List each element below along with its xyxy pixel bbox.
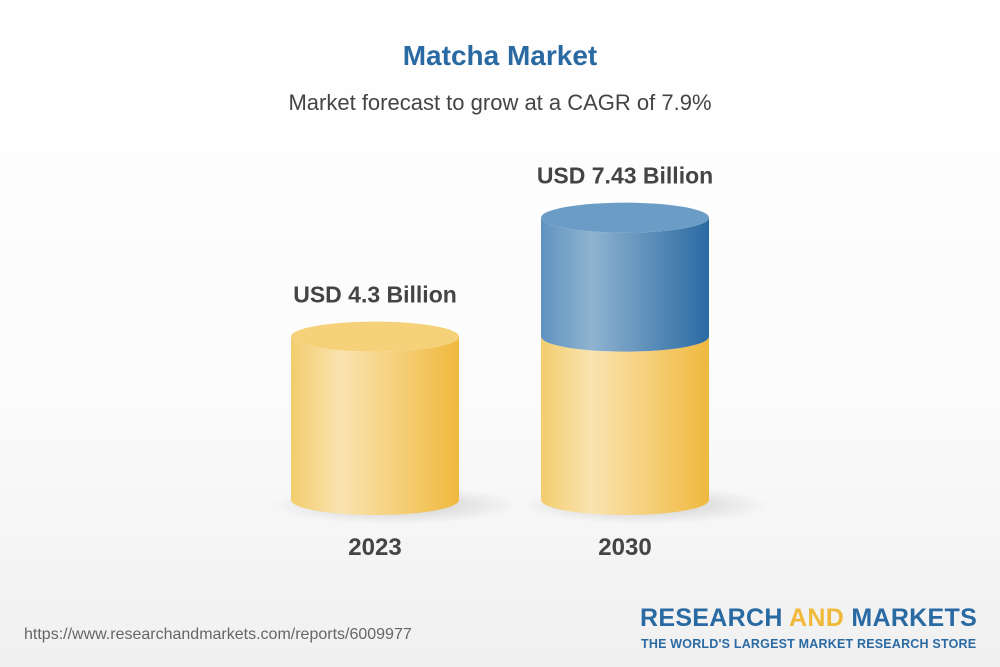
brand-logo: RESEARCH AND MARKETS <box>640 604 978 632</box>
cylinder-top-2023 <box>291 321 459 352</box>
brand-tagline: THE WORLD'S LARGEST MARKET RESEARCH STOR… <box>641 637 977 651</box>
data-label: USD 4.3 Billion <box>293 282 457 308</box>
cylinder-base-2023 <box>291 336 459 515</box>
cylinder-base-2030 <box>541 336 709 515</box>
chart-title: Matcha Market <box>402 40 598 71</box>
chart-subtitle: Market forecast to grow at a CAGR of 7.9… <box>288 90 712 115</box>
source-url[interactable]: https://www.researchandmarkets.com/repor… <box>24 626 412 643</box>
cylinder-growth-2030 <box>541 217 709 352</box>
cylinder-top-2030 <box>541 202 709 233</box>
category-label: 2023 <box>348 534 401 561</box>
data-label: USD 7.43 Billion <box>537 163 713 189</box>
cylinder-chart: USD 4.3 Billion 2023 USD 7.43 Billion 2030 <box>271 163 769 561</box>
category-label: 2030 <box>598 534 651 561</box>
